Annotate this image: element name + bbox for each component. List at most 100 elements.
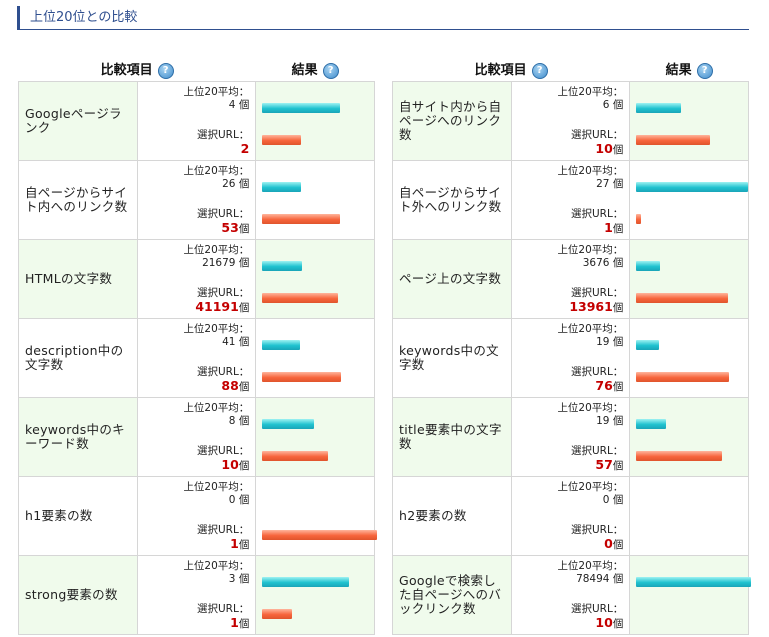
top-avg-label: 上位20平均： — [183, 164, 250, 177]
selected-url-bar — [262, 451, 329, 461]
item-label: 自ページからサイト内へのリンク数 — [18, 160, 138, 240]
unit-label: 個 — [238, 98, 250, 111]
unit-label: 個 — [238, 256, 250, 269]
help-icon[interactable]: ? — [157, 62, 174, 79]
result-header-label: 結果 — [665, 63, 692, 79]
selected-url-value: 88 — [221, 377, 239, 393]
top-avg-line: 27 個 — [512, 178, 623, 191]
selected-url-value: 10 — [595, 614, 613, 630]
result-bars — [255, 555, 375, 635]
selected-url-value: 76 — [595, 377, 613, 393]
selected-url-label: 選択URL： — [196, 128, 250, 141]
selected-url-line: 10個 — [138, 458, 249, 473]
item-label: ページ上の文字数 — [392, 239, 512, 319]
unit-label: 個 — [238, 177, 250, 190]
selected-url-label: 選択URL： — [570, 286, 624, 299]
unit-label: 個 — [612, 98, 624, 111]
top-avg-value: 21679 — [202, 256, 236, 269]
unit-label: 個 — [612, 256, 624, 269]
result-bars — [629, 318, 749, 398]
item-label: h1要素の数 — [18, 476, 138, 556]
item-label: title要素中の文字数 — [392, 397, 512, 477]
item-label: 自サイト内から自ページへのリンク数 — [392, 81, 512, 161]
value-cell: 上位20平均： 26 個 選択URL： 53個 — [136, 160, 257, 240]
selected-url-value: 13961 — [569, 298, 613, 314]
item-header-label: 比較項目 — [474, 63, 527, 79]
selected-url-value: 1 — [230, 614, 239, 630]
result-bars — [255, 239, 375, 319]
top-avg-value: 0 — [602, 493, 610, 506]
unit-label: 個 — [612, 493, 624, 506]
selected-url-line: 41191個 — [138, 300, 249, 315]
unit-label: 個 — [238, 222, 250, 235]
top-avg-label: 上位20平均： — [183, 559, 250, 572]
table-row: h2要素の数 上位20平均： 0 個 選択URL： 0個 — [392, 476, 749, 556]
unit-label: 個 — [612, 538, 624, 551]
selected-url-value: 1 — [604, 219, 613, 235]
selected-url-line: 57個 — [512, 458, 623, 473]
value-cell: 上位20平均： 3 個 選択URL： 1個 — [136, 555, 257, 635]
result-column-header: 結果? — [629, 57, 749, 82]
unit-label: 個 — [612, 414, 624, 427]
item-header-label: 比較項目 — [100, 63, 153, 79]
unit-label: 個 — [612, 335, 624, 348]
top-avg-bar — [636, 103, 682, 113]
value-cell: 上位20平均： 0 個 選択URL： 0個 — [510, 476, 631, 556]
result-bars — [629, 239, 749, 319]
value-cell: 上位20平均： 19 個 選択URL： 57個 — [510, 397, 631, 477]
selected-url-bar — [262, 214, 341, 224]
unit-label: 個 — [238, 572, 250, 585]
result-column-header: 結果? — [255, 57, 375, 82]
top-avg-label: 上位20平均： — [557, 480, 624, 493]
unit-label: 個 — [612, 222, 624, 235]
top-avg-value: 0 — [228, 493, 236, 506]
selected-url-label: 選択URL： — [570, 365, 624, 378]
top-avg-line: 0 個 — [138, 494, 250, 507]
value-cell: 上位20平均： 27 個 選択URL： 1個 — [510, 160, 631, 240]
selected-url-line: 1個 — [138, 614, 249, 631]
result-header-label: 結果 — [291, 63, 318, 79]
selected-url-label: 選択URL： — [196, 523, 250, 536]
selected-url-label: 選択URL： — [196, 444, 250, 457]
result-bars — [629, 476, 749, 556]
selected-url-label: 選択URL： — [196, 286, 250, 299]
item-label: keywords中の文字数 — [392, 318, 512, 398]
top-avg-value: 26 — [222, 177, 236, 190]
result-bars — [255, 318, 375, 398]
help-icon[interactable]: ? — [322, 62, 339, 79]
section-title: 上位20位との比較 — [17, 6, 749, 30]
table-header-row: 比較項目? 結果? — [392, 57, 749, 82]
selected-url-value: 10 — [595, 140, 613, 156]
result-bars — [255, 397, 375, 477]
item-label: Googleで検索した自ページへのバックリンク数 — [392, 555, 512, 635]
selected-url-line: 88個 — [138, 377, 249, 394]
selected-url-line: 53個 — [138, 219, 250, 236]
selected-url-line: 2 — [138, 142, 250, 157]
top-avg-line: 41 個 — [138, 336, 249, 349]
top-avg-bar — [262, 182, 302, 192]
selected-url-value: 2 — [240, 140, 250, 156]
help-icon[interactable]: ? — [531, 62, 548, 79]
top-avg-value: 19 — [596, 335, 610, 348]
help-icon[interactable]: ? — [696, 62, 713, 79]
unit-label: 個 — [612, 380, 624, 393]
selected-url-bar — [636, 372, 730, 382]
item-label: h2要素の数 — [392, 476, 512, 556]
selected-url-value: 53 — [221, 219, 239, 235]
result-bars — [629, 81, 749, 161]
result-bars — [255, 81, 375, 161]
selected-url-bar — [262, 372, 342, 382]
top-avg-bar — [636, 261, 661, 271]
selected-url-label: 選択URL： — [570, 602, 624, 615]
selected-url-line: 10個 — [512, 614, 623, 631]
top-avg-label: 上位20平均： — [183, 401, 250, 414]
selected-url-line: 0個 — [512, 537, 624, 552]
selected-url-bar — [636, 293, 729, 303]
value-cell: 上位20平均： 3676 個 選択URL： 13961個 — [510, 239, 631, 319]
selected-url-bar — [636, 135, 711, 145]
top-avg-value: 3676 — [582, 256, 610, 269]
unit-label: 個 — [612, 572, 624, 585]
selected-url-line: 1個 — [512, 219, 624, 236]
result-bars — [629, 555, 752, 635]
value-cell: 上位20平均： 19 個 選択URL： 76個 — [510, 318, 631, 398]
